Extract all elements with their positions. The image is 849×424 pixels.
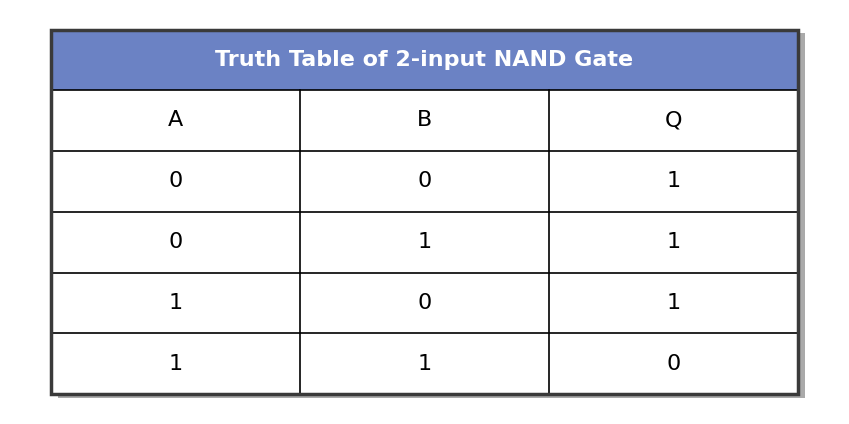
Text: Q: Q (665, 110, 682, 130)
Text: 1: 1 (666, 232, 680, 252)
Text: 1: 1 (417, 354, 431, 374)
Text: A: A (168, 110, 183, 130)
Bar (51, 30, 798, 394)
Text: Truth Table of 2-input NAND Gate: Truth Table of 2-input NAND Gate (216, 50, 633, 70)
Text: 1: 1 (168, 354, 183, 374)
Text: 0: 0 (417, 293, 431, 313)
Text: 1: 1 (666, 293, 680, 313)
Text: B: B (417, 110, 432, 130)
Bar (51, 30, 798, 394)
Text: 0: 0 (168, 232, 183, 252)
Text: 1: 1 (417, 232, 431, 252)
Text: 0: 0 (417, 171, 431, 191)
Text: 1: 1 (666, 171, 680, 191)
Bar (51, 30, 798, 90)
Text: 0: 0 (168, 171, 183, 191)
Text: 0: 0 (666, 354, 680, 374)
Bar (58, 33, 805, 398)
Text: 1: 1 (168, 293, 183, 313)
